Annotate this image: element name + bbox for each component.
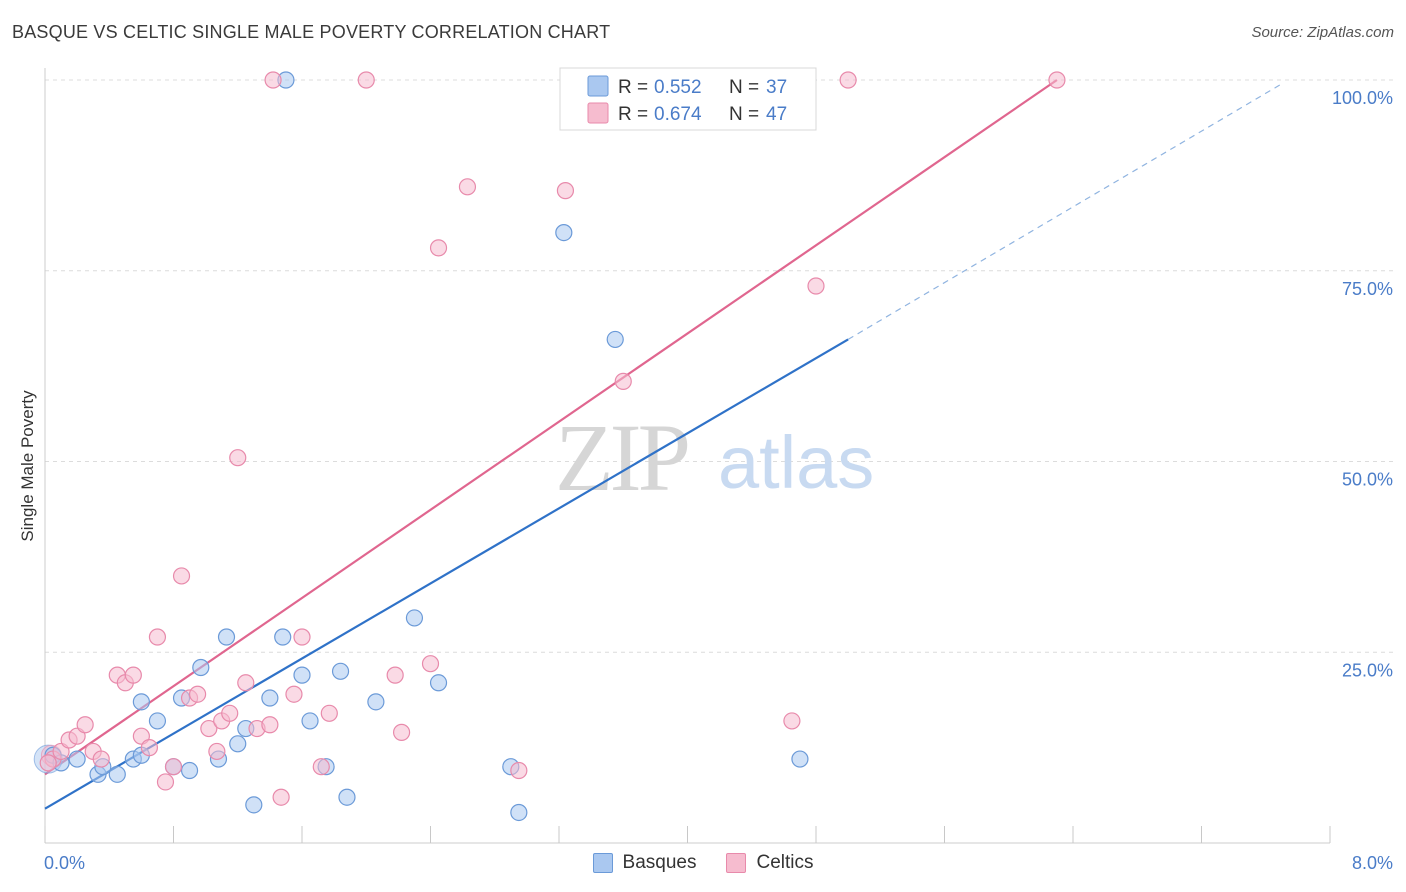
basques-label: Basques xyxy=(622,852,697,873)
basques-swatch xyxy=(592,853,613,873)
celtics-point-11 xyxy=(140,739,159,757)
celtics-point-6 xyxy=(92,750,110,768)
basques-point-12 xyxy=(180,761,199,780)
celtics-point-22 xyxy=(229,449,247,467)
celtics-point-45 xyxy=(1048,71,1066,89)
celtics-point-37 xyxy=(556,182,575,200)
axes xyxy=(44,68,1331,844)
watermark-zip: ZIP xyxy=(555,404,688,511)
basques-point-16 xyxy=(229,735,247,753)
celtics-point-36 xyxy=(510,761,528,780)
basques-point-2 xyxy=(68,750,86,768)
celtics-point-42 xyxy=(357,71,375,89)
basques-point-8 xyxy=(132,693,150,711)
watermark-atlas: atlas xyxy=(718,421,874,504)
celtics-point-34 xyxy=(429,239,448,257)
legend-n-value-1: 37 xyxy=(766,77,787,98)
basques-point-27 xyxy=(405,609,424,627)
celtics-point-32 xyxy=(392,723,411,741)
series-legend: Basques Celtics xyxy=(0,852,1406,874)
basques-point-24 xyxy=(331,662,350,680)
celtics-point-38 xyxy=(614,372,632,390)
x-tick-label-1: 8.0% xyxy=(1352,853,1393,873)
basques-point-21 xyxy=(293,666,311,684)
y-tick-label-0: 25.0% xyxy=(1342,660,1393,680)
celtics-point-29 xyxy=(312,758,330,776)
trend-line-basques xyxy=(44,338,849,810)
gridlines xyxy=(45,79,1395,653)
celtics-point-12 xyxy=(148,628,167,646)
celtics-point-28 xyxy=(293,628,311,646)
celtics-point-19 xyxy=(208,742,226,761)
basques-point-31 xyxy=(555,224,573,242)
basques-point-26 xyxy=(367,693,385,711)
celtics-point-33 xyxy=(421,655,440,673)
celtics-point-23 xyxy=(237,674,255,692)
trend-line-basques-extension xyxy=(847,83,1283,340)
chart-title: BASQUE VS CELTIC SINGLE MALE POVERTY COR… xyxy=(12,22,611,42)
celtics-point-31 xyxy=(386,666,404,684)
celtics-point-35 xyxy=(458,178,477,196)
celtics-point-15 xyxy=(172,567,191,585)
basques-point-20 xyxy=(274,628,292,646)
basques-point-30 xyxy=(510,803,528,822)
basques-point-28 xyxy=(429,674,448,692)
basques-point-5 xyxy=(108,765,126,783)
basques-point-19 xyxy=(261,689,279,707)
celtics-label: Celtics xyxy=(756,852,814,873)
celtics-point-25 xyxy=(261,716,279,734)
legend-swatch-basques xyxy=(587,75,609,97)
celtics-point-4 xyxy=(76,716,94,734)
celtics-swatch xyxy=(726,853,747,873)
basques-point-33 xyxy=(791,750,809,768)
celtics-point-14 xyxy=(164,758,183,776)
y-tick-label-1: 50.0% xyxy=(1342,470,1393,490)
celtics-point-17 xyxy=(188,685,207,703)
basques-point-18 xyxy=(245,796,263,814)
legend-n-value-2: 47 xyxy=(766,104,787,125)
celtics-point-40 xyxy=(807,277,825,295)
celtics-point-46 xyxy=(39,754,57,772)
legend-r-label-1: R = xyxy=(618,77,648,98)
legend-r-value-1: 0.552 xyxy=(654,77,702,98)
y-tick-label-2: 75.0% xyxy=(1342,279,1393,299)
trend-line-celtics xyxy=(44,79,1058,776)
y-tick-label-3: 100.0% xyxy=(1332,88,1393,108)
celtics-point-21 xyxy=(221,704,239,722)
legend-r-label-2: R = xyxy=(618,104,648,125)
celtics-point-41 xyxy=(264,71,282,89)
celtics-point-30 xyxy=(320,704,338,722)
basques-point-9 xyxy=(148,712,167,730)
legend-item-basques[interactable]: Basques xyxy=(592,852,697,874)
celtics-point-13 xyxy=(156,773,175,791)
data-points xyxy=(33,71,1066,822)
basques-point-22 xyxy=(301,712,319,730)
legend-n-label-2: N = xyxy=(729,104,759,125)
legend-r-value-2: 0.674 xyxy=(654,104,702,125)
celtics-point-39 xyxy=(783,712,801,730)
correlation-legend: R = 0.552 N = 37 R = 0.674 N = 47 xyxy=(559,67,817,131)
celtics-point-27 xyxy=(285,685,303,703)
x-tick-label-0: 0.0% xyxy=(44,853,85,873)
legend-swatch-celtics xyxy=(587,102,609,124)
trend-lines xyxy=(44,79,1283,810)
source-label: Source: ZipAtlas.com xyxy=(1251,24,1394,41)
celtics-point-26 xyxy=(272,788,290,806)
celtics-point-18 xyxy=(200,719,218,738)
basques-point-13 xyxy=(192,658,210,677)
legend-n-label-1: N = xyxy=(729,77,759,98)
basques-point-32 xyxy=(606,330,624,349)
legend-item-celtics[interactable]: Celtics xyxy=(726,852,813,874)
celtics-point-9 xyxy=(124,666,142,684)
basques-point-25 xyxy=(338,788,356,806)
celtics-point-44 xyxy=(839,71,857,89)
basques-point-15 xyxy=(217,628,236,646)
tick-labels: 25.0% 50.0% 75.0% 100.0% 0.0% 8.0% xyxy=(44,88,1393,873)
watermark: ZIP atlas xyxy=(555,404,874,511)
